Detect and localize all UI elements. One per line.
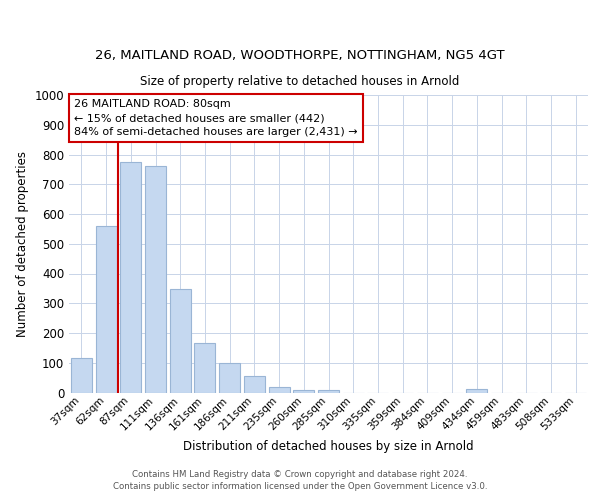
Bar — [318, 390, 339, 392]
Bar — [71, 358, 92, 392]
Bar — [293, 390, 314, 392]
Y-axis label: Number of detached properties: Number of detached properties — [16, 151, 29, 337]
Bar — [145, 166, 166, 392]
Bar — [170, 289, 191, 393]
Bar — [194, 344, 215, 392]
Bar — [466, 389, 487, 392]
Text: Contains public sector information licensed under the Open Government Licence v3: Contains public sector information licen… — [113, 482, 487, 491]
Text: Size of property relative to detached houses in Arnold: Size of property relative to detached ho… — [140, 75, 460, 88]
Bar — [269, 387, 290, 392]
Bar — [95, 226, 116, 392]
Text: Contains HM Land Registry data © Crown copyright and database right 2024.: Contains HM Land Registry data © Crown c… — [132, 470, 468, 479]
X-axis label: Distribution of detached houses by size in Arnold: Distribution of detached houses by size … — [183, 440, 474, 454]
Bar — [244, 376, 265, 392]
Bar — [120, 162, 141, 392]
Bar — [219, 364, 240, 392]
Text: 26, MAITLAND ROAD, WOODTHORPE, NOTTINGHAM, NG5 4GT: 26, MAITLAND ROAD, WOODTHORPE, NOTTINGHA… — [95, 50, 505, 62]
Text: 26 MAITLAND ROAD: 80sqm
← 15% of detached houses are smaller (442)
84% of semi-d: 26 MAITLAND ROAD: 80sqm ← 15% of detache… — [74, 100, 358, 138]
